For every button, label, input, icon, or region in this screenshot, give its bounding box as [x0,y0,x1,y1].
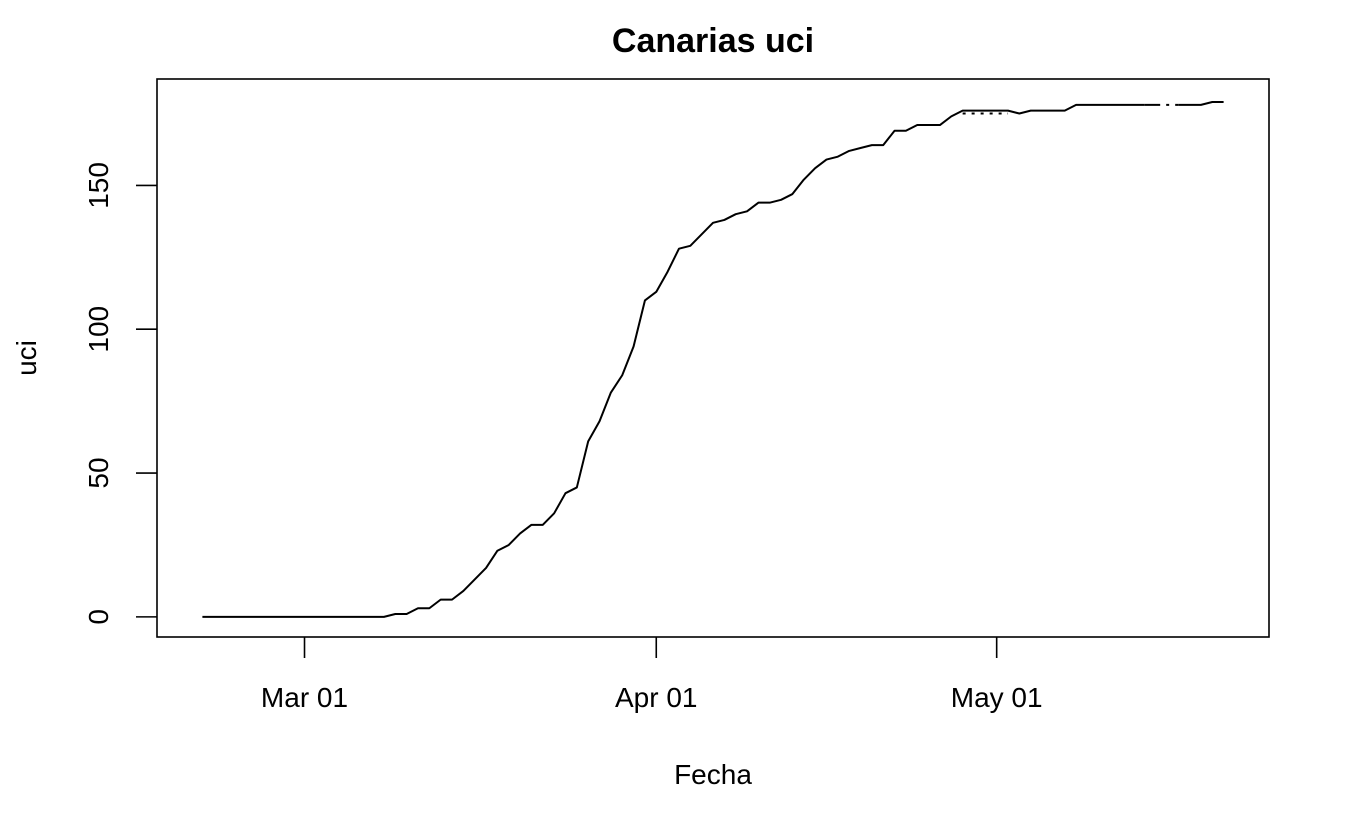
chart-title: Canarias uci [612,22,814,60]
plot-frame [156,78,1270,638]
y-axis-title: uci [11,340,42,376]
series-line-solid [202,103,1145,618]
y-tick-label: 0 [83,609,114,625]
series-line-solid [1178,101,1224,106]
x-tick-label: Apr 01 [615,682,698,713]
series-layer [202,101,1224,618]
x-tick-label: May 01 [951,682,1043,713]
y-tick-label: 100 [83,306,114,353]
x-axis-title: Fecha [674,759,752,790]
y-axis: 0 50 100 150 [83,162,157,625]
x-axis: Mar 01 Apr 01 May 01 [261,637,1043,713]
y-tick-label: 50 [83,457,114,488]
x-tick-label: Mar 01 [261,682,348,713]
y-tick-label: 150 [83,162,114,209]
